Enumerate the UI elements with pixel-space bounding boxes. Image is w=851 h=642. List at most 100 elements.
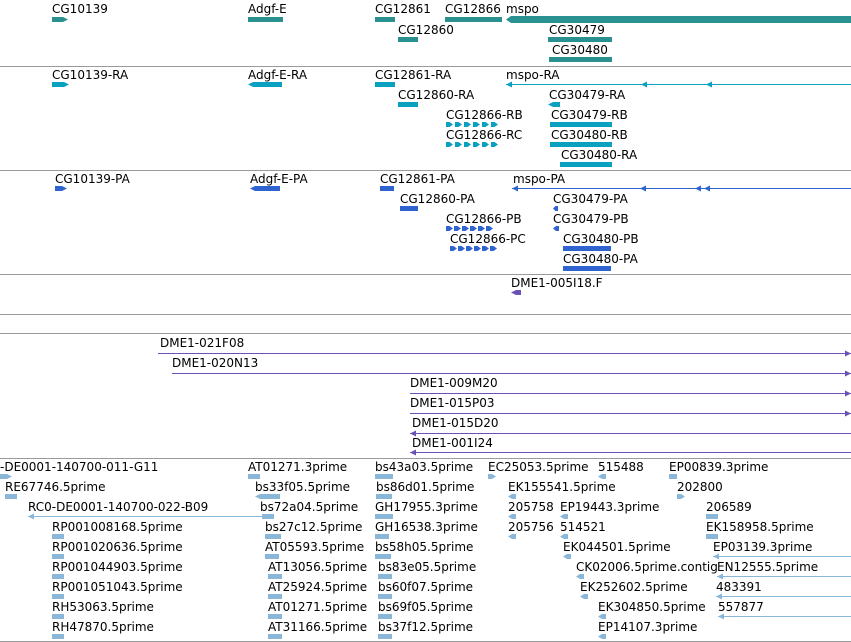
feature-label[interactable]: AT25924.5prime [268,580,368,594]
feature-label[interactable]: RP001044903.5prime [52,560,183,574]
exon-glyph[interactable] [491,121,498,128]
feature-label[interactable]: AT05593.5prime [265,540,365,554]
feature-label[interactable]: RE67746.5prime [5,480,106,494]
exon-glyph[interactable] [470,225,477,232]
feature-glyph[interactable] [550,121,612,128]
feature-glyph[interactable] [445,16,502,23]
feature-glyph[interactable] [553,205,558,212]
feature-glyph[interactable] [508,493,516,500]
feature-label[interactable]: mspo-PA [513,172,566,186]
feature-glyph[interactable] [706,513,718,520]
feature-label[interactable]: 483391 [716,580,762,594]
feature-label[interactable]: CG30480-RA [561,148,638,162]
feature-glyph[interactable] [378,573,392,580]
feature-label[interactable]: bs83e05.5prime [378,560,477,574]
feature-glyph[interactable] [375,81,395,88]
feature-label[interactable]: 202800 [677,480,723,494]
feature-label[interactable]: EC25053.5prime [488,460,589,474]
feature-label[interactable]: CG12860 [398,23,454,37]
feature-label[interactable]: bs69f05.5prime [378,600,474,614]
feature-glyph[interactable] [5,493,17,500]
feature-glyph[interactable] [598,633,606,640]
feature-glyph[interactable] [265,553,279,560]
feature-glyph[interactable] [378,633,392,640]
exon-glyph[interactable] [446,121,453,128]
feature-label[interactable]: CG12866-RC [446,128,523,142]
feature-glyph[interactable] [508,533,516,540]
feature-glyph[interactable] [52,553,64,560]
exon-glyph[interactable] [458,245,465,252]
feature-label[interactable]: Adgf-E-RA [248,68,308,82]
feature-label[interactable]: EK252602.5prime [580,580,688,594]
feature-glyph[interactable] [548,36,612,43]
feature-glyph[interactable] [376,493,392,500]
feature-label[interactable]: DME1-001I24 [412,436,493,450]
feature-label[interactable]: bs27c12.5prime [265,520,363,534]
feature-glyph[interactable] [598,473,606,480]
feature-glyph[interactable] [375,16,395,23]
feature-label[interactable]: 205756 [508,520,554,534]
feature-label[interactable]: EK304850.5prime [598,600,706,614]
feature-label[interactable]: Adgf-E-PA [250,172,308,186]
feature-label[interactable]: RP001020636.5prime [52,540,183,554]
exon-glyph[interactable] [455,141,462,148]
feature-glyph[interactable] [398,36,418,43]
feature-glyph[interactable] [52,633,64,640]
feature-label[interactable]: CG10139 [52,2,108,16]
feature-glyph[interactable] [511,289,521,296]
exon-glyph[interactable] [486,225,493,232]
feature-label[interactable]: CG30480-RB [551,128,628,142]
feature-glyph[interactable] [375,553,391,560]
feature-glyph[interactable] [563,553,571,560]
feature-glyph[interactable] [380,185,394,192]
feature-label[interactable]: bs43a03.5prime [375,460,474,474]
feature-label[interactable]: CG12860-PA [400,192,475,206]
feature-label[interactable]: CK02006.5prime.contig [576,560,718,574]
feature-glyph[interactable] [580,593,588,600]
feature-glyph[interactable] [677,493,685,500]
feature-label[interactable]: RP001051043.5prime [52,580,183,594]
feature-label[interactable]: Adgf-E [248,2,287,16]
feature-label[interactable]: CG12861-PA [380,172,455,186]
exon-glyph[interactable] [474,245,481,252]
feature-glyph[interactable] [669,473,677,480]
feature-glyph[interactable] [52,593,64,600]
feature-label[interactable]: GH17955.3prime [375,500,478,514]
feature-label[interactable]: EK158958.5prime [706,520,814,534]
feature-glyph[interactable] [28,513,268,520]
feature-label[interactable]: CG30479-PA [553,192,628,206]
feature-glyph[interactable] [250,185,280,192]
feature-glyph[interactable] [563,265,611,272]
feature-glyph[interactable] [268,613,282,620]
feature-glyph[interactable] [508,513,516,520]
feature-label[interactable]: CG10139-PA [55,172,130,186]
feature-glyph[interactable] [52,573,64,580]
exon-glyph[interactable] [473,121,480,128]
feature-label[interactable]: CG30479 [549,23,605,37]
exon-glyph[interactable] [462,225,469,232]
feature-label[interactable]: EN12555.5prime [717,560,819,574]
feature-glyph[interactable] [398,101,418,108]
feature-label[interactable]: -DE0001-140700-011-G11 [0,460,159,474]
feature-label[interactable]: CG30480-PB [563,232,639,246]
feature-label[interactable]: EP03139.3prime [713,540,813,554]
feature-glyph[interactable] [268,593,282,600]
feature-label[interactable]: 557877 [718,600,764,614]
feature-label[interactable]: 515488 [598,460,644,474]
feature-glyph[interactable] [506,15,851,24]
feature-glyph[interactable] [375,473,393,480]
feature-glyph[interactable] [549,56,612,63]
feature-glyph[interactable] [158,350,851,357]
feature-glyph[interactable] [718,613,851,620]
feature-glyph[interactable] [563,245,611,252]
feature-glyph[interactable] [706,533,718,540]
feature-glyph[interactable] [268,573,282,580]
feature-label[interactable]: mspo [506,2,539,16]
feature-label[interactable]: CG12866-PB [446,212,522,226]
feature-glyph[interactable] [560,533,568,540]
feature-label[interactable]: DME1-015D20 [412,416,499,430]
feature-label[interactable]: EP19443.3prime [560,500,660,514]
feature-label[interactable]: bs60f07.5prime [378,580,474,594]
feature-glyph[interactable] [378,593,392,600]
feature-label[interactable]: CG30479-RB [551,108,628,122]
